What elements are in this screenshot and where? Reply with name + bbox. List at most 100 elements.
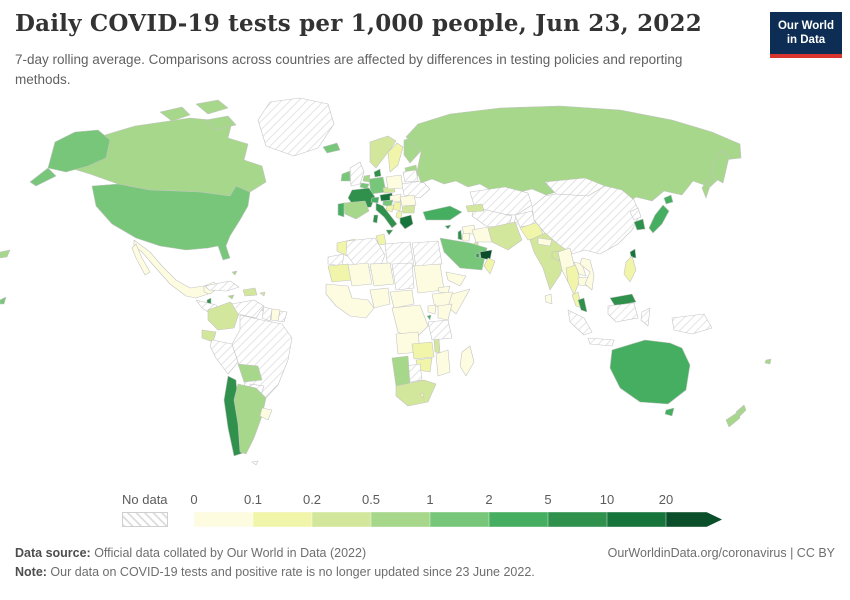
country-malaysia[interactable] — [577, 297, 588, 313]
legend-segment-1-2[interactable] — [430, 512, 489, 527]
country-georgia[interactable] — [465, 203, 485, 213]
legend-segment-0.1-0.2[interactable] — [253, 512, 312, 527]
country-poland[interactable] — [385, 174, 404, 190]
legend-segment-20+[interactable] — [666, 512, 722, 527]
country-iran[interactable] — [487, 221, 523, 251]
country-senegal[interactable] — [325, 283, 375, 319]
country-argentina[interactable] — [233, 383, 267, 455]
country-sri-lanka[interactable] — [544, 293, 553, 305]
country-israel[interactable] — [457, 229, 463, 241]
country-colombia[interactable] — [207, 301, 241, 331]
country-bosnia-and-herzegovina[interactable] — [385, 204, 395, 213]
country-mexico[interactable] — [131, 243, 151, 276]
country-canada[interactable] — [195, 99, 229, 115]
country-jordan[interactable] — [461, 232, 471, 242]
country-new-zealand[interactable] — [725, 411, 741, 428]
country-south-africa[interactable] — [395, 379, 437, 407]
country-western-sahara[interactable] — [327, 253, 345, 267]
country-italy[interactable] — [372, 214, 379, 224]
country-qatar[interactable] — [475, 252, 480, 259]
country-bulgaria[interactable] — [401, 204, 416, 214]
country-sweden[interactable] — [387, 142, 404, 173]
country-malaysia[interactable] — [609, 293, 637, 307]
country-australia[interactable] — [664, 407, 675, 417]
owid-url-link[interactable]: OurWorldinData.org/coronavirus | CC BY — [607, 546, 835, 560]
country-italy[interactable] — [385, 229, 394, 236]
country-canada[interactable] — [205, 115, 237, 131]
country-cuba[interactable] — [204, 280, 240, 292]
legend-segment-0.5-1[interactable] — [371, 512, 430, 527]
country-turkey[interactable] — [422, 205, 463, 221]
legend-segment-2-5[interactable] — [489, 512, 548, 527]
country-ireland[interactable] — [340, 170, 351, 182]
country-united-states[interactable] — [91, 183, 251, 261]
country-chad[interactable] — [391, 262, 415, 291]
country-fiji[interactable] — [764, 358, 772, 365]
country-united-states[interactable] — [29, 167, 57, 187]
legend-segment-0.2-0.5[interactable] — [312, 512, 371, 527]
country-somalia[interactable] — [447, 288, 471, 315]
country-united-states[interactable] — [0, 296, 7, 305]
country-madagascar[interactable] — [459, 345, 475, 377]
country-bolivia[interactable] — [237, 363, 263, 383]
country-niger[interactable] — [369, 262, 395, 287]
country-netherlands[interactable] — [362, 174, 371, 183]
legend-segment-10-20[interactable] — [607, 512, 666, 527]
country-japan[interactable] — [648, 204, 670, 234]
country-cameroon[interactable] — [389, 289, 415, 309]
country-saudi-arabia[interactable] — [439, 237, 488, 271]
country-bahamas[interactable] — [231, 270, 238, 276]
country-uruguay[interactable] — [259, 407, 273, 421]
country-serbia[interactable] — [392, 201, 402, 212]
country-lesotho[interactable] — [419, 392, 425, 399]
country-tanzania[interactable] — [427, 319, 453, 341]
country-rwanda[interactable] — [426, 314, 432, 321]
country-nigeria[interactable] — [369, 287, 391, 309]
country-oman[interactable] — [483, 257, 496, 275]
country-romania[interactable] — [399, 194, 417, 207]
country-zambia[interactable] — [411, 341, 435, 360]
country-guyana[interactable] — [261, 306, 273, 322]
country-mexico[interactable] — [133, 239, 209, 299]
country-thailand[interactable] — [565, 264, 581, 296]
country-ukraine[interactable] — [401, 180, 431, 199]
country-indonesia[interactable] — [567, 309, 593, 336]
country-french-guiana[interactable] — [277, 310, 288, 323]
country-taiwan[interactable] — [629, 248, 637, 259]
country-united-states[interactable] — [47, 129, 111, 173]
country-south-korea[interactable] — [633, 218, 646, 231]
country-russia[interactable] — [711, 149, 730, 184]
country-indonesia[interactable] — [587, 337, 615, 347]
country-switzerland[interactable] — [370, 196, 380, 204]
country-italy[interactable] — [375, 202, 398, 229]
country-greece[interactable] — [399, 214, 414, 230]
country-iceland[interactable] — [322, 142, 341, 154]
country-papua-new-guinea[interactable] — [671, 313, 713, 335]
country-jamaica[interactable] — [227, 294, 235, 300]
country-north-korea[interactable] — [629, 207, 642, 221]
country-russia[interactable] — [701, 179, 711, 199]
country-bangladesh[interactable] — [551, 250, 561, 262]
country-indonesia[interactable] — [640, 307, 651, 327]
country-puerto-rico[interactable] — [259, 291, 266, 297]
country-falkland-islands[interactable] — [251, 460, 259, 466]
country-china[interactable] — [531, 185, 641, 255]
country-democratic-republic-of-congo[interactable] — [391, 304, 429, 341]
country-nepal[interactable] — [537, 237, 553, 247]
world-map[interactable] — [0, 95, 850, 485]
country-kenya[interactable] — [437, 303, 453, 321]
country-russia[interactable] — [0, 249, 11, 259]
country-yemen[interactable] — [445, 271, 467, 287]
country-laos[interactable] — [573, 261, 587, 277]
country-denmark[interactable] — [373, 168, 382, 178]
country-norway[interactable] — [369, 135, 397, 169]
country-cyprus[interactable] — [444, 224, 452, 230]
country-portugal[interactable] — [337, 202, 345, 218]
country-mali[interactable] — [347, 262, 373, 287]
country-egypt[interactable] — [411, 240, 443, 268]
country-belarus[interactable] — [402, 169, 419, 183]
country-indonesia[interactable] — [607, 302, 639, 323]
country-philippines[interactable] — [623, 255, 637, 283]
country-united-kingdom[interactable] — [349, 161, 365, 187]
country-greenland[interactable] — [257, 97, 335, 157]
